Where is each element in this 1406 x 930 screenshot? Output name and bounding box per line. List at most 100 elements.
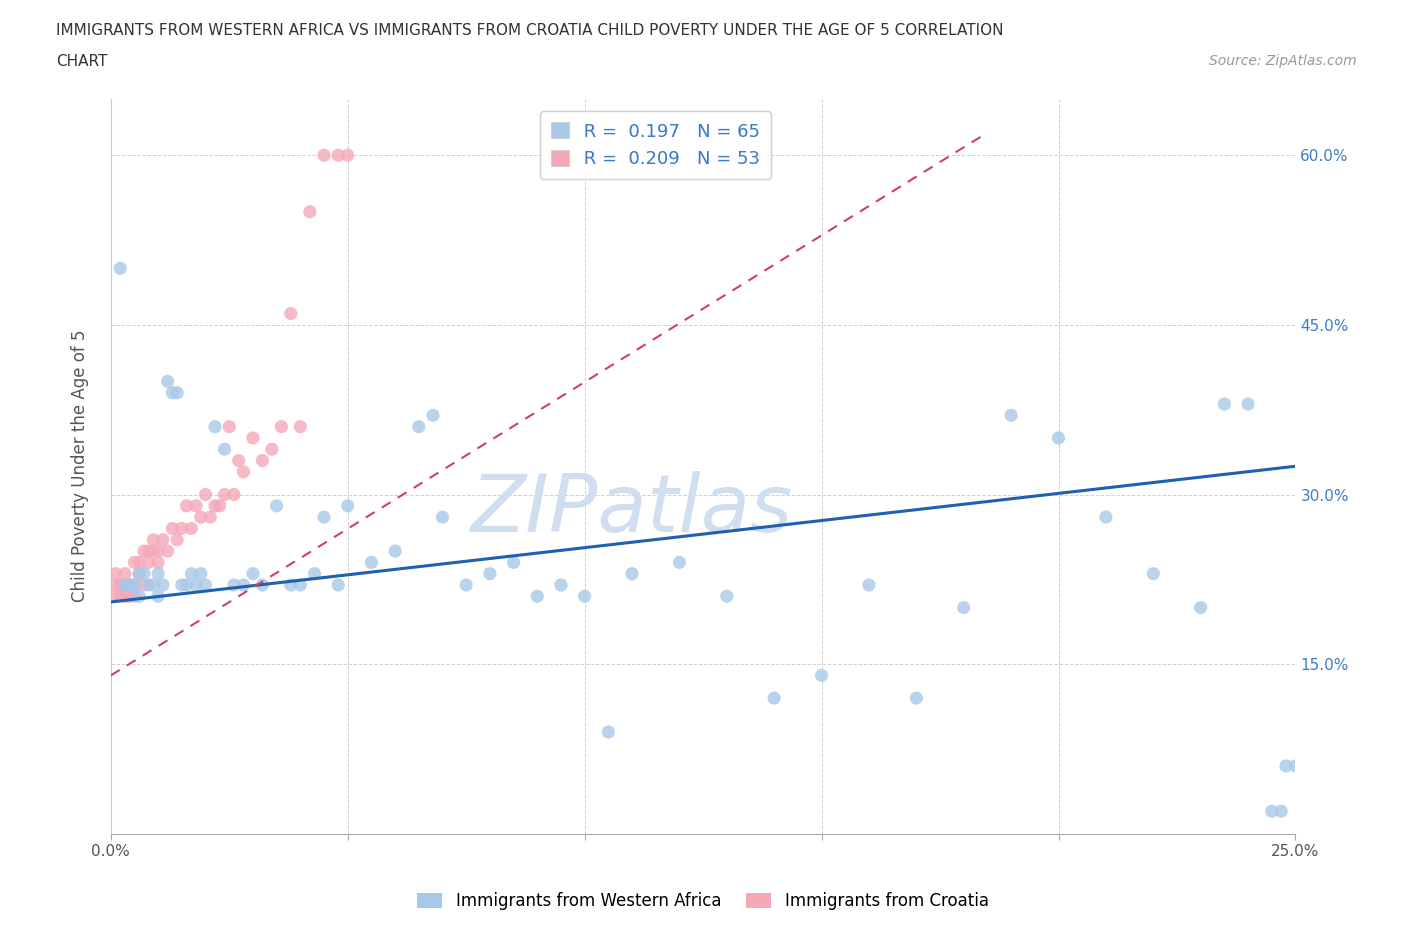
Point bbox=[138, 578, 160, 592]
Point bbox=[118, 578, 141, 592]
Point bbox=[146, 589, 169, 604]
Y-axis label: Child Poverty Under the Age of 5: Child Poverty Under the Age of 5 bbox=[72, 330, 89, 603]
Point bbox=[1047, 431, 1070, 445]
Point bbox=[336, 148, 359, 163]
Point bbox=[952, 600, 974, 615]
Point bbox=[222, 578, 245, 592]
Point bbox=[228, 453, 250, 468]
Point bbox=[180, 566, 202, 581]
Point bbox=[146, 555, 169, 570]
Point bbox=[1213, 396, 1236, 411]
Point bbox=[218, 419, 240, 434]
Point bbox=[200, 510, 222, 525]
Point bbox=[114, 578, 136, 592]
Point bbox=[328, 578, 350, 592]
Point bbox=[502, 555, 524, 570]
Point bbox=[232, 464, 254, 479]
Point bbox=[176, 578, 198, 592]
Point bbox=[184, 578, 207, 592]
Point bbox=[114, 566, 136, 581]
Point bbox=[1189, 600, 1212, 615]
Point bbox=[1237, 396, 1260, 411]
Text: ZIPatlas: ZIPatlas bbox=[471, 472, 793, 550]
Point bbox=[304, 566, 326, 581]
Point bbox=[810, 668, 832, 683]
Point bbox=[110, 578, 132, 592]
Point bbox=[1261, 804, 1284, 818]
Point bbox=[124, 555, 146, 570]
Point bbox=[478, 566, 501, 581]
Point bbox=[162, 521, 184, 536]
Point bbox=[190, 566, 212, 581]
Point bbox=[142, 578, 165, 592]
Point bbox=[360, 555, 382, 570]
Point bbox=[232, 578, 254, 592]
Point bbox=[124, 578, 146, 592]
Point bbox=[204, 419, 226, 434]
Point bbox=[280, 306, 302, 321]
Point bbox=[526, 589, 548, 604]
Point bbox=[260, 442, 283, 457]
Point bbox=[118, 578, 141, 592]
Point bbox=[166, 532, 188, 547]
Legend:  R =  0.197   N = 65,  R =  0.209   N = 53: R = 0.197 N = 65, R = 0.209 N = 53 bbox=[540, 112, 770, 179]
Point bbox=[252, 578, 274, 592]
Point bbox=[170, 578, 193, 592]
Point bbox=[118, 578, 141, 592]
Point bbox=[156, 544, 179, 559]
Point bbox=[1284, 759, 1306, 774]
Point bbox=[716, 589, 738, 604]
Point bbox=[138, 555, 160, 570]
Point bbox=[408, 419, 430, 434]
Point bbox=[124, 589, 146, 604]
Point bbox=[128, 566, 150, 581]
Point bbox=[114, 589, 136, 604]
Point bbox=[142, 532, 165, 547]
Point bbox=[621, 566, 644, 581]
Text: CHART: CHART bbox=[56, 54, 108, 69]
Point bbox=[104, 589, 127, 604]
Point bbox=[138, 544, 160, 559]
Point bbox=[336, 498, 359, 513]
Point bbox=[1142, 566, 1164, 581]
Point bbox=[110, 578, 132, 592]
Point bbox=[312, 510, 335, 525]
Point bbox=[104, 566, 127, 581]
Point bbox=[132, 544, 155, 559]
Point bbox=[222, 487, 245, 502]
Point bbox=[124, 578, 146, 592]
Point bbox=[280, 578, 302, 592]
Point bbox=[146, 566, 169, 581]
Point bbox=[456, 578, 478, 592]
Point bbox=[668, 555, 690, 570]
Text: IMMIGRANTS FROM WESTERN AFRICA VS IMMIGRANTS FROM CROATIA CHILD POVERTY UNDER TH: IMMIGRANTS FROM WESTERN AFRICA VS IMMIGR… bbox=[56, 23, 1004, 38]
Point bbox=[290, 419, 312, 434]
Text: Source: ZipAtlas.com: Source: ZipAtlas.com bbox=[1209, 54, 1357, 68]
Point bbox=[146, 544, 169, 559]
Legend: Immigrants from Western Africa, Immigrants from Croatia: Immigrants from Western Africa, Immigran… bbox=[411, 885, 995, 917]
Point bbox=[422, 408, 444, 423]
Point bbox=[104, 578, 127, 592]
Point bbox=[128, 589, 150, 604]
Point bbox=[118, 589, 141, 604]
Point bbox=[184, 498, 207, 513]
Point bbox=[1270, 804, 1292, 818]
Point bbox=[176, 498, 198, 513]
Point bbox=[312, 148, 335, 163]
Point bbox=[242, 566, 264, 581]
Point bbox=[152, 578, 174, 592]
Point bbox=[128, 566, 150, 581]
Point bbox=[214, 442, 236, 457]
Point bbox=[858, 578, 880, 592]
Point bbox=[180, 521, 202, 536]
Point bbox=[110, 589, 132, 604]
Point bbox=[1095, 510, 1118, 525]
Point bbox=[598, 724, 620, 739]
Point bbox=[298, 205, 321, 219]
Point bbox=[550, 578, 572, 592]
Point bbox=[290, 578, 312, 592]
Point bbox=[270, 419, 292, 434]
Point bbox=[574, 589, 596, 604]
Point bbox=[128, 555, 150, 570]
Point bbox=[252, 453, 274, 468]
